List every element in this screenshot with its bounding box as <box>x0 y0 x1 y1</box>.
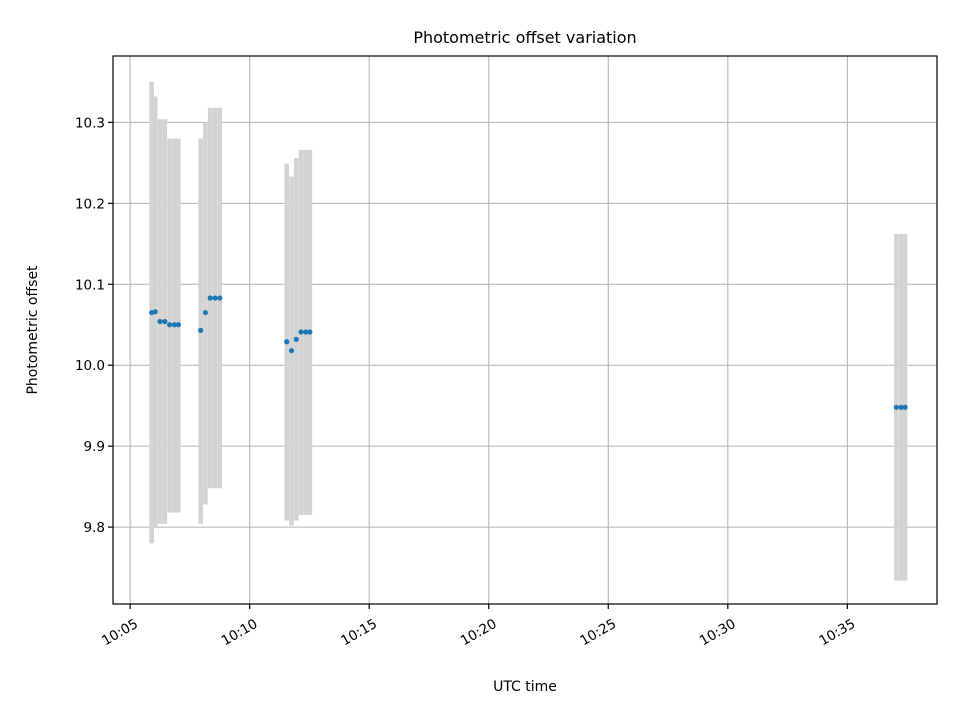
y-axis: 9.8 9.9 10.0 10.1 10.2 10.3 <box>75 115 113 536</box>
y-axis-label: Photometric offset <box>25 265 41 395</box>
data-point <box>157 318 163 325</box>
data-point <box>171 322 177 328</box>
data-point <box>288 348 295 354</box>
data-point <box>212 295 218 301</box>
plot-frame <box>112 55 938 605</box>
data-point <box>293 336 299 342</box>
data-points <box>149 295 908 410</box>
data-point <box>217 295 223 301</box>
data-point <box>166 322 173 328</box>
data-point <box>898 404 904 410</box>
y-tick-label: 10.3 <box>75 115 105 131</box>
grid <box>113 56 937 604</box>
data-point <box>207 295 213 301</box>
data-point <box>893 404 899 410</box>
chart-title: Photometric offset variation <box>413 28 636 47</box>
data-point <box>303 329 309 335</box>
data-point <box>198 327 204 334</box>
y-tick-label: 10.1 <box>75 277 105 293</box>
data-point <box>902 404 908 410</box>
data-point <box>175 322 181 328</box>
data-point <box>298 329 304 335</box>
data-point <box>202 309 209 316</box>
x-axis-label: UTC time <box>493 679 557 695</box>
data-point <box>284 339 290 345</box>
data-point <box>162 318 168 325</box>
y-tick-label: 9.9 <box>84 439 105 455</box>
data-point <box>307 329 313 335</box>
data-point <box>152 309 158 315</box>
y-tick-label: 10.0 <box>75 358 105 374</box>
y-tick-label: 10.2 <box>75 196 105 212</box>
y-tick-label: 9.8 <box>84 520 105 536</box>
